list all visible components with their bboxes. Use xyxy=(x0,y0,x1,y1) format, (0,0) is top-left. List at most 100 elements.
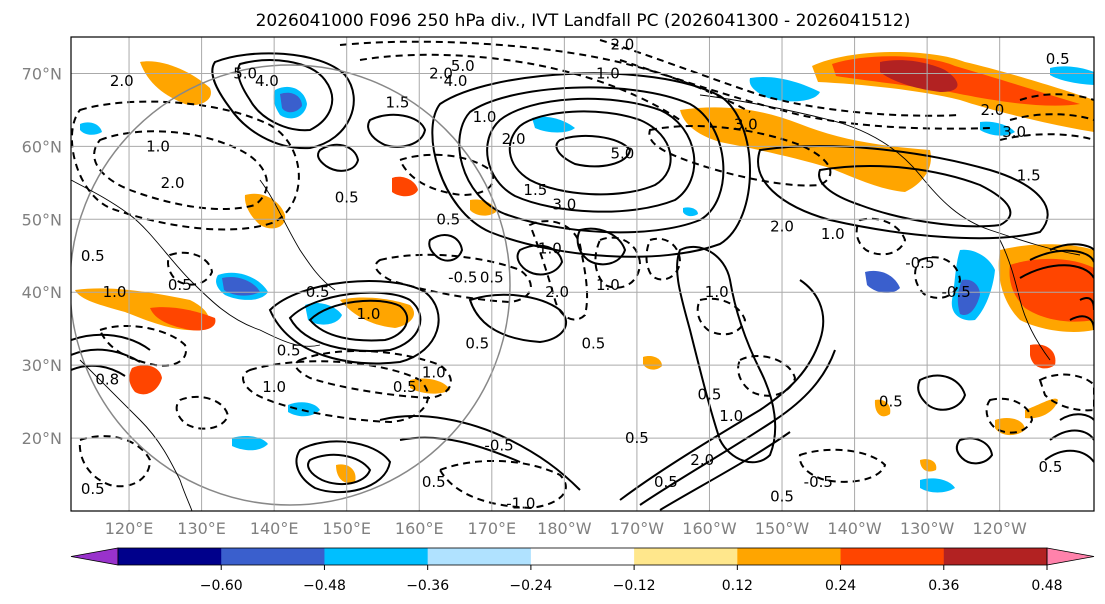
colorbar-swatch xyxy=(943,548,1048,565)
map-frame xyxy=(70,36,1095,512)
contour-line xyxy=(985,397,1034,434)
contour-line xyxy=(1038,373,1094,412)
contour-line xyxy=(917,374,967,411)
contour-line xyxy=(757,145,1049,240)
contour-label: -0.5 xyxy=(804,473,833,491)
contour-line xyxy=(308,299,409,342)
contour-line xyxy=(555,134,632,168)
contour-line xyxy=(516,244,564,276)
contour-label: 1.5 xyxy=(523,181,547,199)
contour-line xyxy=(955,437,994,465)
map-layer xyxy=(71,37,1094,511)
contour-label: -0.5 xyxy=(448,269,477,287)
colorbar: −0.60 −0.48 −0.36 −0.24 −0.12 0.12 0.24 0.36 0.4… xyxy=(70,547,1095,594)
contour-line xyxy=(428,234,464,262)
contour-line xyxy=(71,100,300,231)
x-tick-label: 180°W xyxy=(537,519,592,538)
y-tick-label: 20°N xyxy=(22,429,62,448)
contour-line xyxy=(93,130,268,210)
gridlines xyxy=(71,37,1094,511)
x-tick-label: 140°W xyxy=(827,519,882,538)
contour-line xyxy=(175,395,230,430)
contour-label: 0.5 xyxy=(1046,50,1070,68)
contour-line xyxy=(468,293,568,344)
contour-line xyxy=(999,93,1094,141)
contour-label: 0.5 xyxy=(306,283,330,301)
contour-label: -0.5 xyxy=(942,283,971,301)
colorbar-swatch xyxy=(634,548,738,565)
negative-contours xyxy=(71,39,1094,510)
y-axis: 70°N 60°N 50°N 40°N 30°N 20°N xyxy=(22,64,62,448)
contour-label: 2.0 xyxy=(690,451,714,469)
contour-label: 5.0 xyxy=(233,64,257,82)
positive-blob xyxy=(129,365,162,395)
contour-label: 0.5 xyxy=(81,247,105,265)
contour-line xyxy=(648,125,832,187)
contour-label: 4.0 xyxy=(444,72,468,90)
positive-blob xyxy=(874,399,891,417)
contour-line xyxy=(1019,243,1094,279)
negative-blob xyxy=(1050,66,1094,85)
contour-label: -0.5 xyxy=(905,254,934,272)
contour-line xyxy=(295,440,392,494)
positive-blob xyxy=(140,61,211,106)
x-tick-label: 170°W xyxy=(610,519,665,538)
x-tick-label: 140°E xyxy=(250,519,299,538)
contour-line xyxy=(594,236,642,289)
contour-line xyxy=(211,52,355,150)
negative-blob xyxy=(749,76,820,102)
y-tick-label: 70°N xyxy=(22,64,62,83)
contour-line xyxy=(676,245,777,464)
colorbar-label: 0.36 xyxy=(928,578,959,594)
x-tick-label: 120°E xyxy=(105,519,154,538)
contour-line xyxy=(599,39,961,117)
contour-label: 3.0 xyxy=(734,116,758,134)
contour-line xyxy=(317,143,360,172)
x-tick-label: 150°E xyxy=(322,519,371,538)
contour-line xyxy=(619,279,825,501)
contour-line xyxy=(268,280,440,365)
x-axis: 120°E 130°E 140°E 150°E 160°E 170°E 180°W 170°W… xyxy=(105,519,1027,538)
contour-line xyxy=(798,448,887,483)
colorbar-swatch xyxy=(118,548,222,565)
contour-line xyxy=(339,40,751,113)
contour-label: 0.5 xyxy=(335,188,359,206)
contour-label: 2.0 xyxy=(545,283,569,301)
positive-blob xyxy=(470,199,496,216)
contour-line xyxy=(374,253,532,304)
contour-label: 1.0 xyxy=(538,239,562,257)
positive-blob xyxy=(150,307,216,331)
colorbar-label: 0.24 xyxy=(825,578,856,594)
contour-label: 0.8 xyxy=(95,371,119,389)
contour-label: 0.5 xyxy=(465,334,489,352)
contour-line xyxy=(237,59,334,132)
contour-label: 1.0 xyxy=(357,305,381,323)
contour-label: 1.0 xyxy=(596,276,620,294)
contour-line xyxy=(458,86,725,234)
contour-label: 0.5 xyxy=(393,378,417,396)
contour-label: 5.0 xyxy=(610,145,634,163)
contour-label: 1.0 xyxy=(103,283,127,301)
contour-label: -1.0 xyxy=(506,495,535,513)
contour-label: 2.0 xyxy=(429,64,453,82)
contour-line xyxy=(71,333,151,377)
contour-label: 1.5 xyxy=(1017,167,1041,185)
x-tick-label: 130°W xyxy=(900,519,955,538)
colorbar-swatch xyxy=(427,548,532,565)
contour-line xyxy=(737,355,797,397)
x-tick-label: 130°E xyxy=(177,519,226,538)
colorbar-label: 0.48 xyxy=(1031,578,1062,594)
x-tick-label: 160°W xyxy=(682,519,737,538)
y-tick-label: 30°N xyxy=(22,356,62,375)
contour-line xyxy=(639,349,836,511)
colorbar-label: −0.12 xyxy=(613,578,656,594)
contour-label: 2.0 xyxy=(110,72,134,90)
contour-label: 0.5 xyxy=(654,473,678,491)
y-tick-label: 60°N xyxy=(22,137,62,156)
contour-line xyxy=(398,153,495,197)
positive-blob xyxy=(880,60,958,92)
contour-label: 0.5 xyxy=(698,385,722,403)
contour-line xyxy=(645,237,682,281)
positive-blob xyxy=(1030,344,1056,369)
